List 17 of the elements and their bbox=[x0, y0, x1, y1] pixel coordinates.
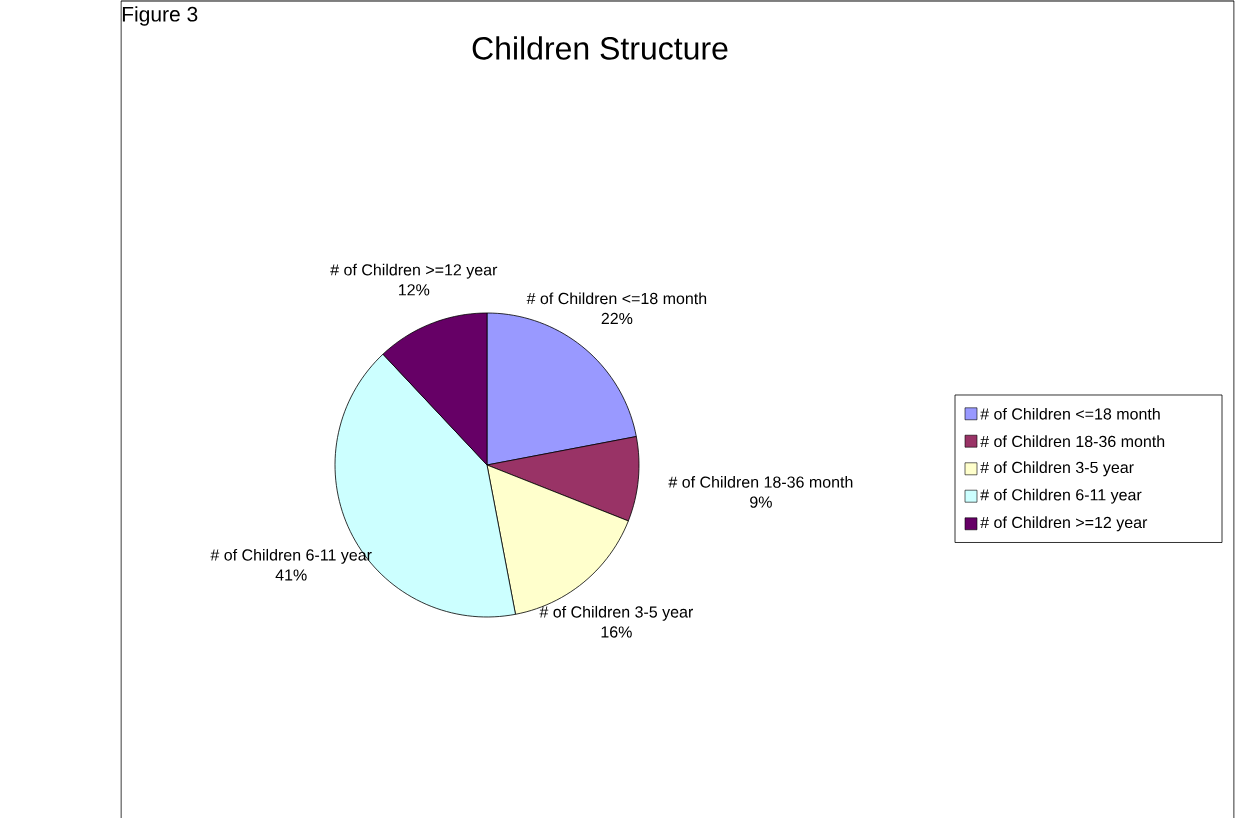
data-label: 41% bbox=[275, 569, 307, 581]
legend-label: # of Children 3-5 year bbox=[980, 461, 1134, 477]
slice-label: # of Children 6-11 year bbox=[210, 548, 372, 564]
legend-label: # of Children <=18 month bbox=[980, 407, 1160, 420]
caption: Figure 3 bbox=[122, 5, 198, 26]
data-label: 22% bbox=[601, 312, 633, 324]
data-label: 12% bbox=[399, 283, 430, 296]
legend-label: # of Children >=12 year bbox=[980, 516, 1148, 532]
data-label: 9% bbox=[750, 496, 772, 508]
slice-label: # of Children <=18 month bbox=[526, 292, 707, 304]
chart-title: Children Structure bbox=[472, 36, 728, 60]
slice-label: # of Children 18-36 month bbox=[668, 475, 853, 488]
legend-label: # of Children 18-36 month bbox=[980, 435, 1165, 447]
data-label: 16% bbox=[601, 626, 632, 638]
legend-label: # of Children 6-11 year bbox=[980, 488, 1142, 504]
slice-label: # of Children >=12 year bbox=[330, 263, 498, 279]
slice-label: # of Children 3-5 year bbox=[539, 605, 694, 621]
